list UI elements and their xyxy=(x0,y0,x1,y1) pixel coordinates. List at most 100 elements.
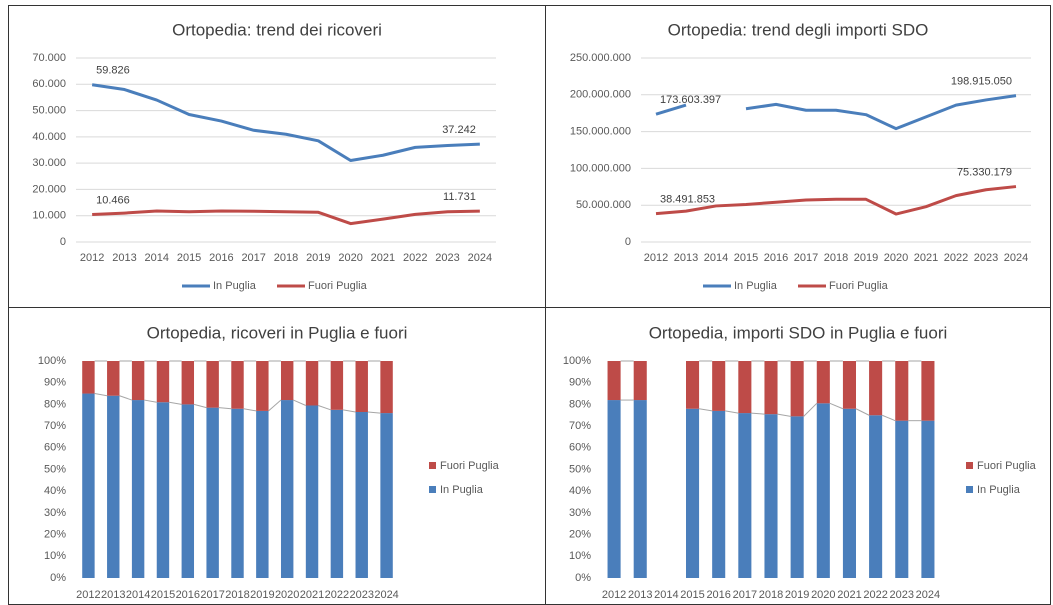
x-tick-label: 2019 xyxy=(785,589,809,601)
bar xyxy=(842,408,856,578)
bar xyxy=(921,361,935,421)
bar xyxy=(738,361,752,414)
data-label: 11.731 xyxy=(443,191,476,203)
x-tick-label: 2018 xyxy=(759,589,783,601)
x-tick-label: 2012 xyxy=(76,589,100,601)
x-tick-label: 2015 xyxy=(734,252,758,264)
data-label: 10.466 xyxy=(96,194,130,206)
bar xyxy=(156,361,170,403)
y-tick-label: 70.000 xyxy=(32,52,66,64)
series-line xyxy=(318,405,331,411)
y-tick-label: 60% xyxy=(44,442,66,454)
x-tick-label: 2017 xyxy=(200,589,224,601)
bar xyxy=(181,361,195,405)
bar xyxy=(895,361,909,421)
y-tick-label: 10.000 xyxy=(32,210,66,222)
bar xyxy=(231,361,244,409)
series-line xyxy=(119,395,133,401)
bar xyxy=(790,361,804,417)
panel: Ortopedia: trend degli importi SDO 0 50.00… xyxy=(545,5,1051,308)
series-line xyxy=(367,411,381,414)
data-line xyxy=(745,94,1017,131)
x-tick-label: 2015 xyxy=(151,589,175,601)
y-tick-label: 100% xyxy=(563,355,591,367)
x-tick-label: 2020 xyxy=(811,589,835,601)
series-line xyxy=(94,393,108,397)
y-tick-label: 20% xyxy=(44,529,66,541)
y-tick-label: 50% xyxy=(569,463,591,475)
bar xyxy=(355,411,368,578)
bar xyxy=(156,402,170,578)
data-line xyxy=(91,83,480,163)
bar xyxy=(206,361,219,408)
bar xyxy=(607,361,621,401)
legend-swatch xyxy=(966,486,973,493)
y-tick-label: 40% xyxy=(44,485,66,497)
chart: Ortopedia: trend dei ricoveri 0 10.000 20.0… xyxy=(32,20,496,292)
data-label: 59.826 xyxy=(96,65,130,77)
series-line xyxy=(751,412,765,415)
legend-label: Fuori Puglia xyxy=(977,460,1037,472)
x-tick-label: 2022 xyxy=(944,252,968,264)
series-line xyxy=(144,399,157,403)
y-tick-label: 90% xyxy=(44,377,66,389)
legend-label: Fuori Puglia xyxy=(440,460,500,472)
x-tick-label: 2017 xyxy=(794,252,818,264)
data-line xyxy=(655,185,1017,216)
chart: Ortopedia, importi SDO in Puglia e fuori… xyxy=(563,323,1037,601)
x-tick-label: 2021 xyxy=(371,252,395,264)
bar xyxy=(181,404,195,578)
legend-label: Fuori Puglia xyxy=(829,280,889,292)
bar xyxy=(790,416,804,578)
x-tick-label: 2016 xyxy=(764,252,788,264)
series-line xyxy=(293,399,307,406)
bar xyxy=(131,400,145,578)
y-tick-label: 0% xyxy=(50,572,66,584)
x-tick-label: 2022 xyxy=(863,589,887,601)
x-tick-label: 2014 xyxy=(126,589,150,601)
bar xyxy=(764,361,778,415)
x-tick-label: 2012 xyxy=(602,589,626,601)
x-tick-label: 2016 xyxy=(176,589,200,601)
x-tick-label: 2012 xyxy=(80,252,104,264)
y-tick-label: 50.000.000 xyxy=(576,199,631,211)
x-tick-label: 2018 xyxy=(274,252,298,264)
series-line xyxy=(268,399,282,412)
y-tick-label: 80% xyxy=(44,398,66,410)
chart: Ortopedia, ricoveri in Puglia e fuori 0% 1… xyxy=(38,323,500,601)
y-tick-label: 150.000.000 xyxy=(570,126,631,138)
x-tick-label: 2024 xyxy=(374,589,398,601)
y-tick-label: 70% xyxy=(569,420,591,432)
x-tick-label: 2021 xyxy=(914,252,938,264)
x-tick-label: 2013 xyxy=(628,589,652,601)
panel: Ortopedia: trend dei ricoveri 0 10.000 20.0… xyxy=(8,5,546,308)
y-tick-label: 60.000 xyxy=(32,78,66,90)
y-tick-label: 50% xyxy=(44,463,66,475)
bar xyxy=(82,361,95,394)
bar xyxy=(633,400,647,578)
bar xyxy=(82,393,95,578)
series-line xyxy=(193,403,207,409)
legend-label: In Puglia xyxy=(977,484,1021,496)
x-tick-label: 2023 xyxy=(890,589,914,601)
x-tick-label: 2015 xyxy=(177,252,201,264)
legend-label: In Puglia xyxy=(213,280,257,292)
y-tick-label: 70% xyxy=(44,420,66,432)
y-tick-label: 50.000 xyxy=(32,104,66,116)
x-tick-label: 2014 xyxy=(704,252,728,264)
y-tick-label: 90% xyxy=(569,377,591,389)
bar xyxy=(686,361,700,409)
chart: Ortopedia: trend degli importi SDO 0 50.00… xyxy=(570,20,1031,292)
legend-label: Fuori Puglia xyxy=(308,280,368,292)
bar xyxy=(869,415,883,578)
y-tick-label: 40% xyxy=(569,485,591,497)
chart-title: Ortopedia: trend dei ricoveri xyxy=(172,20,382,39)
series-line xyxy=(777,413,791,417)
x-tick-label: 2021 xyxy=(837,589,861,601)
x-tick-label: 2014 xyxy=(145,252,169,264)
legend-swatch xyxy=(429,462,436,469)
series-line xyxy=(829,402,844,410)
series-line xyxy=(343,409,356,413)
bar xyxy=(380,361,393,414)
